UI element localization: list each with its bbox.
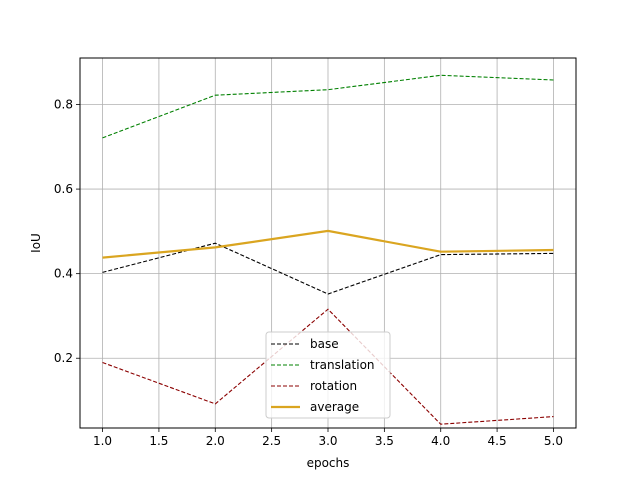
x-tick-label: 4.5 (488, 434, 507, 448)
series-line-average (102, 229, 554, 259)
legend: base translation rotation average (265, 331, 391, 419)
x-axis-ticks: 1.0 1.5 2.0 2.5 3.0 3.5 4.0 4.5 5.0 (93, 428, 563, 448)
plot-frame (79, 57, 577, 429)
y-tick-label: 0.2 (54, 351, 73, 365)
legend-label-base: base (310, 337, 339, 351)
y-tick-label: 0.4 (54, 267, 73, 281)
y-tick-label: 0.8 (54, 98, 73, 112)
x-tick-label: 1.5 (149, 434, 168, 448)
x-tick-label: 2.0 (206, 434, 225, 448)
y-axis-ticks: 0.2 0.4 0.6 0.8 (54, 98, 80, 365)
series-line-rotation (102, 308, 554, 425)
x-tick-label: 5.0 (544, 434, 563, 448)
y-tick-label: 0.6 (54, 182, 73, 196)
legend-label-translation: translation (310, 358, 375, 372)
x-tick-label: 3.0 (318, 434, 337, 448)
series-line-base (102, 242, 554, 295)
grid (80, 58, 576, 428)
series-line-translation (102, 74, 554, 139)
x-tick-label: 1.0 (93, 434, 112, 448)
legend-label-rotation: rotation (310, 379, 357, 393)
x-axis-label: epochs (307, 456, 350, 470)
series-lines (102, 74, 554, 425)
y-axis-label: IoU (29, 233, 43, 253)
legend-label-average: average (310, 400, 359, 414)
legend-box (265, 331, 391, 419)
x-tick-label: 3.5 (375, 434, 394, 448)
x-tick-label: 4.0 (431, 434, 450, 448)
x-tick-label: 2.5 (262, 434, 281, 448)
